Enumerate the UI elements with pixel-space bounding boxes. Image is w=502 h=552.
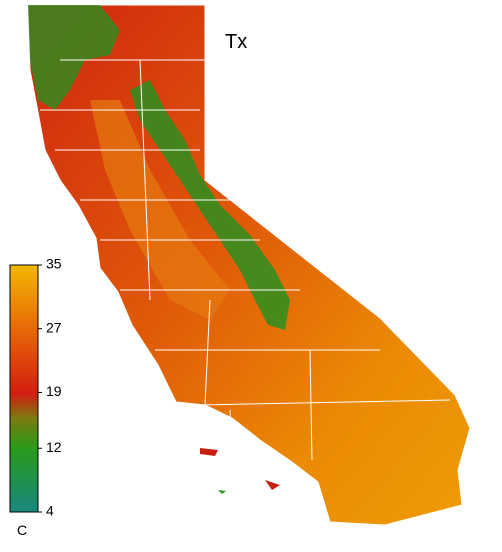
island	[218, 490, 226, 494]
county-lines	[40, 59, 451, 461]
colorbar-unit: C	[17, 522, 27, 538]
map-title: Tx	[225, 31, 247, 53]
colorbar-tick-label: 19	[46, 383, 62, 399]
colorbar-tick-label: 12	[46, 439, 62, 455]
sierra-green	[130, 80, 290, 330]
island	[200, 448, 218, 456]
california	[27, 4, 471, 526]
colorbar-tick-label: 4	[46, 503, 54, 519]
island	[265, 480, 280, 490]
valley	[90, 100, 230, 320]
colorbar	[9, 264, 39, 513]
colorbar-tick-label: 35	[46, 256, 62, 272]
colorbar-tick-label: 27	[46, 319, 62, 335]
north-green	[28, 5, 120, 110]
